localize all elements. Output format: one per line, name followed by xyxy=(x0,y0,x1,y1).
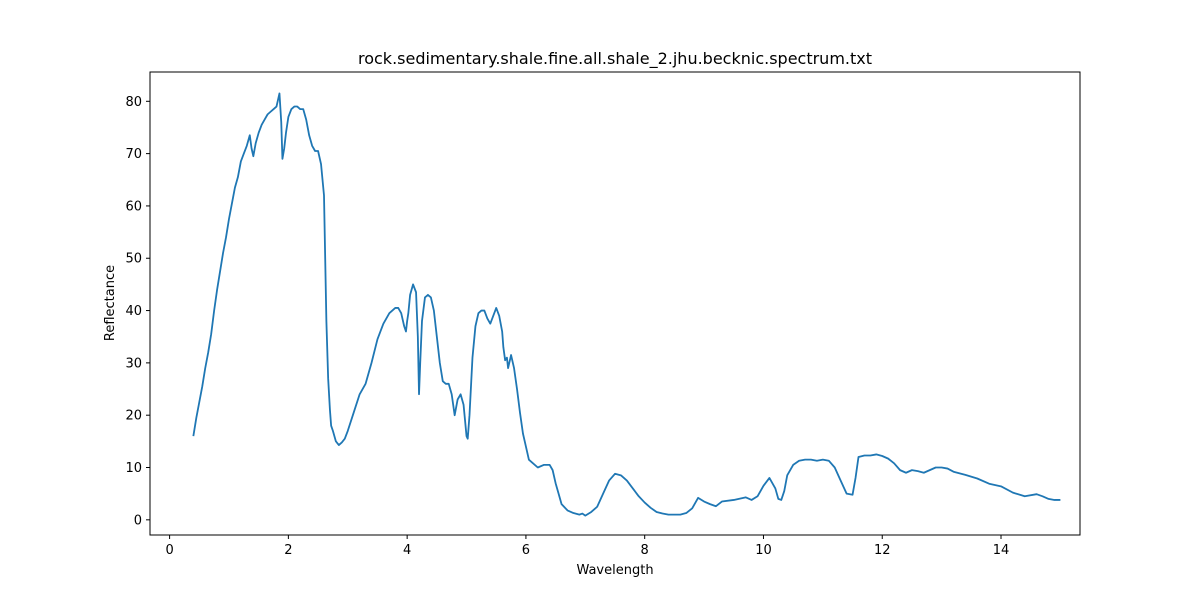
x-tick-label: 8 xyxy=(641,543,649,558)
y-tick-label: 40 xyxy=(125,304,142,319)
series-line-0 xyxy=(192,92,1061,517)
x-tick-label: 6 xyxy=(522,543,530,558)
y-tick-label: 0 xyxy=(134,513,142,528)
x-tick-label: 2 xyxy=(284,543,292,558)
y-tick-label: 30 xyxy=(125,356,142,371)
x-tick-label: 0 xyxy=(165,543,173,558)
y-tick-label: 60 xyxy=(125,199,142,214)
series-layer xyxy=(192,92,1061,517)
y-tick-label: 50 xyxy=(125,252,142,267)
x-axis-label: Wavelength xyxy=(576,563,653,578)
y-tick-label: 20 xyxy=(125,409,142,424)
y-axis-label: Reflectance xyxy=(103,265,118,341)
x-axis: 0 2 4 6 8 10 12 14 xyxy=(165,535,1009,558)
y-axis: 0 10 20 30 40 50 60 70 80 xyxy=(125,95,150,528)
y-tick-label: 80 xyxy=(125,95,142,110)
x-tick-label: 14 xyxy=(993,543,1010,558)
x-tick-label: 12 xyxy=(874,543,891,558)
x-tick-label: 4 xyxy=(403,543,411,558)
x-tick-label: 10 xyxy=(755,543,772,558)
y-tick-label: 10 xyxy=(125,461,142,476)
y-tick-label: 70 xyxy=(125,147,142,162)
chart-title: rock.sedimentary.shale.fine.all.shale_2.… xyxy=(358,49,872,69)
plot-frame xyxy=(149,71,1081,536)
